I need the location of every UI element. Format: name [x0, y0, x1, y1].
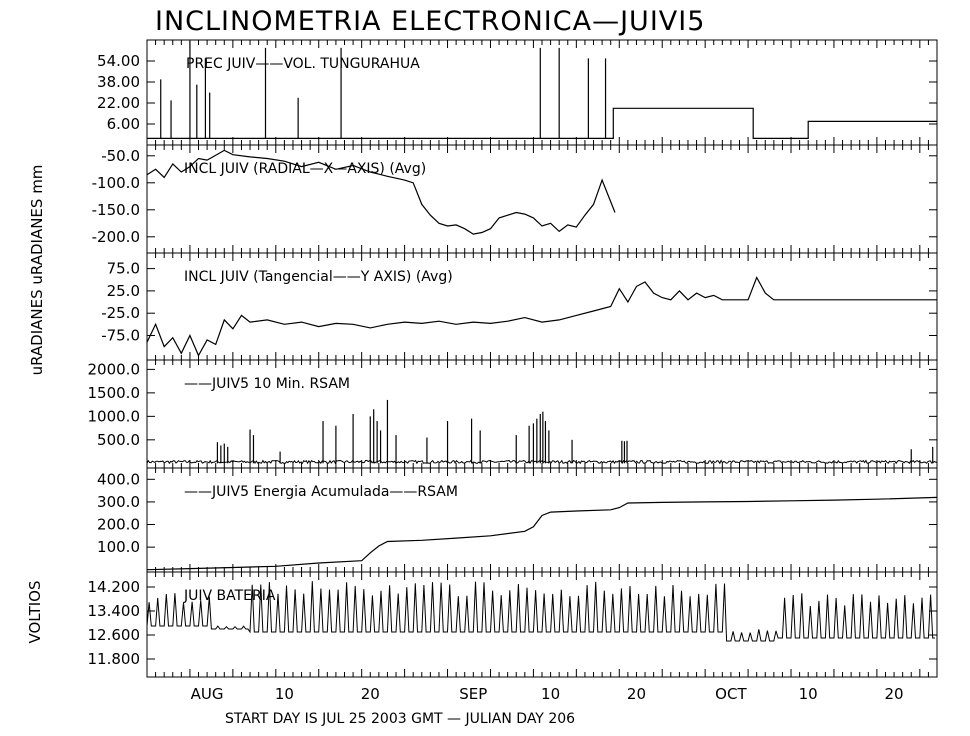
series-line — [146, 496, 938, 571]
y-tick-label: 75.0 — [107, 260, 140, 278]
series-line — [146, 276, 937, 357]
chart-title: INCLINOMETRIA ELECTRONICA—JUIVI5 — [155, 6, 705, 37]
x-tick-label: 20 — [627, 685, 646, 703]
y-axis-label-main: uRADIANES uRADIANES mm — [28, 165, 46, 376]
panel-title: INCL JUIV (RADIAL—X—AXIS) (Avg) — [184, 161, 426, 177]
x-tick-label: 20 — [361, 685, 380, 703]
battery-line — [146, 581, 935, 642]
y-tick-label: 500.0 — [97, 431, 140, 449]
x-tick-label: SEP — [459, 685, 487, 703]
y-tick-label: 1000.0 — [88, 407, 141, 425]
panel-2: -50.0 -100.0 -150.0 -200.0 INCL JUIV (RADIAL… — [92, 144, 938, 254]
panel-title: INCL JUIV (Tangencial——Y AXIS) (Avg) — [184, 269, 453, 285]
y-tick-label: -150.0 — [92, 201, 140, 219]
panel-3: 75.0 25.0 -25.0 -75.0 INCL JUIV (Tangencial—… — [101, 252, 938, 361]
chart-footer: START DAY IS JUL 25 2003 GMT — JULIAN DA… — [225, 711, 575, 727]
panel-title: ——JUIV5 10 Min. RSAM — [184, 376, 350, 392]
y-tick-label: -50.0 — [101, 147, 140, 165]
x-tick-label: 10 — [541, 685, 560, 703]
y-tick-label: 25.0 — [107, 282, 140, 300]
panel-1: 54.00 38.00 22.00 6.00 PREC JUIV——VOL. TUNGU… — [97, 39, 938, 146]
y-tick-label: 14.200 — [88, 578, 141, 596]
y-tick-label: -100.0 — [92, 174, 140, 192]
x-tick-label: 20 — [885, 685, 904, 703]
y-tick-label: 38.00 — [97, 73, 140, 91]
x-tick-label: 10 — [275, 685, 294, 703]
y-tick-label: 54.00 — [97, 52, 140, 70]
y-tick-label: 13.400 — [88, 602, 141, 620]
y-tick-label: 6.00 — [107, 115, 140, 133]
y-tick-label: 1500.0 — [88, 384, 141, 402]
y-tick-label: 100.0 — [97, 538, 140, 556]
y-axis-label-battery: VOLTIOS — [26, 580, 44, 643]
rsam-baseline — [146, 459, 938, 465]
y-tick-label: -25.0 — [101, 304, 140, 322]
panel-4: 2000.0 1500.0 1000.0 500.0 ——JUIV5 10 Min. R… — [88, 359, 938, 469]
y-tick-label: -200.0 — [92, 228, 140, 246]
y-tick-label: -75.0 — [101, 326, 140, 344]
panels-group: 54.00 38.00 22.00 6.00 PREC JUIV——VOL. TUNGU… — [88, 39, 938, 703]
series-line — [146, 149, 616, 235]
y-tick-label: 400.0 — [97, 470, 140, 488]
precip-step — [147, 107, 937, 139]
panel-title: PREC JUIV——VOL. TUNGURAHUA — [186, 56, 420, 72]
x-tick-label: 10 — [799, 685, 818, 703]
x-tick-label: AUG — [191, 685, 224, 703]
y-tick-label: 11.800 — [88, 650, 141, 668]
panel-title: ——JUIV5 Energia Acumulada——RSAM — [184, 484, 458, 500]
y-tick-label: 12.600 — [88, 626, 141, 644]
y-tick-label: 300.0 — [97, 493, 140, 511]
x-tick-label: OCT — [715, 685, 747, 703]
y-tick-label: 2000.0 — [88, 360, 141, 378]
y-tick-label: 200.0 — [97, 516, 140, 534]
panel-5: 400.0 300.0 200.0 100.0 ——JUIV5 Energia Acum… — [97, 467, 938, 573]
y-tick-label: 22.00 — [97, 94, 140, 112]
